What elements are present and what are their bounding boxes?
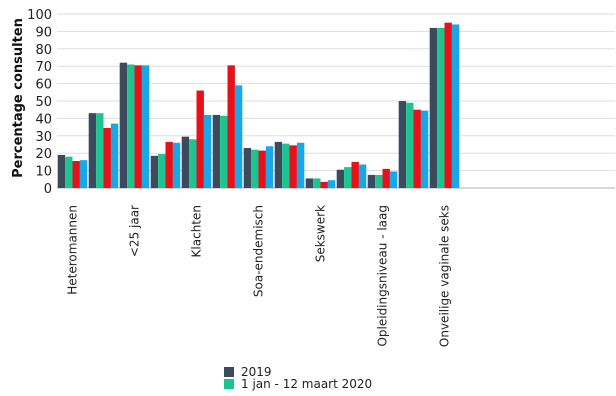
bar-s2-g7 — [289, 145, 297, 188]
bar-s3-g11 — [420, 110, 429, 188]
bar-s3-g1 — [110, 123, 119, 188]
bar-s1-g12 — [437, 27, 445, 189]
bar-s1-g8 — [313, 178, 321, 188]
bar-s1-g6 — [251, 149, 259, 188]
y-tick-label: 50 — [35, 95, 52, 110]
bar-s2-g11 — [413, 109, 421, 188]
bar-s0-g3 — [150, 155, 159, 188]
bar-s2-g9 — [351, 161, 359, 188]
bar-s0-g6 — [243, 147, 252, 188]
bar-s3-g9 — [358, 164, 367, 188]
gridlines — [57, 13, 615, 189]
bar-s0-g10 — [367, 174, 376, 188]
bar-s3-g12 — [451, 24, 460, 188]
legend-swatch-2019 — [224, 367, 234, 377]
y-tick-label: 20 — [35, 147, 52, 162]
bar-s0-g0 — [57, 154, 66, 188]
bar-s0-g9 — [336, 169, 345, 188]
bar-s2-g8 — [320, 181, 328, 188]
bar-s3-g4 — [203, 114, 212, 188]
legend-swatch-2020 — [224, 379, 234, 389]
y-tick-label: 10 — [35, 165, 52, 180]
y-axis-label: Percentage consulten — [11, 18, 26, 178]
bar-s3-g6 — [265, 146, 274, 188]
bar-s1-g5 — [220, 115, 228, 188]
y-tick-label: 100 — [27, 8, 52, 23]
y-tick-label: 30 — [35, 130, 52, 145]
bar-s0-g4 — [181, 136, 190, 188]
x-category-label: Sekswerk — [314, 205, 328, 262]
bar-s3-g0 — [79, 160, 88, 188]
bar-s1-g1 — [96, 113, 104, 188]
x-axis-labels: Heteromannen <25 jaar Klachten Soa-endemisc… — [66, 205, 452, 347]
bar-s2-g1 — [103, 127, 111, 188]
bar-s0-g8 — [305, 178, 314, 188]
legend-label-2020: 1 jan - 12 maart 2020 — [241, 377, 373, 391]
y-tick-label: 40 — [35, 112, 52, 127]
bar-s0-g7 — [274, 141, 283, 188]
x-category-label: Soa-endemisch — [252, 205, 266, 297]
y-tick-label: 0 — [44, 182, 52, 197]
x-category-label: Onveilige vaginale seks — [438, 205, 452, 347]
bar-s1-g0 — [65, 156, 73, 188]
bar-s1-g3 — [158, 154, 166, 188]
bar-s2-g6 — [258, 150, 266, 188]
bar-s0-g5 — [212, 114, 221, 188]
bar-s2-g10 — [382, 168, 390, 188]
bar-s1-g2 — [127, 64, 135, 188]
bar-s0-g12 — [429, 27, 438, 189]
bars — [57, 22, 460, 189]
bar-s2-g2 — [134, 65, 142, 188]
bar-s1-g7 — [282, 143, 290, 188]
y-tick-label: 80 — [35, 43, 52, 58]
y-tick-label: 70 — [35, 60, 52, 75]
bar-s1-g10 — [375, 174, 383, 188]
bar-s1-g9 — [344, 167, 352, 188]
legend-label-2019: 2019 — [241, 365, 272, 379]
bar-s0-g1 — [88, 113, 97, 188]
bar-s3-g2 — [141, 65, 150, 188]
bar-s2-g0 — [72, 161, 80, 188]
bar-s3-g8 — [327, 180, 336, 188]
y-tick-label: 60 — [35, 78, 52, 93]
y-axis: 0 10 20 30 40 50 60 70 80 90 100 — [27, 8, 52, 197]
bar-s3-g3 — [172, 142, 181, 188]
bar-s2-g3 — [165, 141, 173, 188]
x-category-label: <25 jaar — [128, 205, 142, 257]
bar-s1-g11 — [406, 102, 414, 188]
bar-s0-g2 — [119, 62, 128, 188]
bar-s2-g4 — [196, 90, 204, 188]
y-tick-label: 90 — [35, 25, 52, 40]
bar-s3-g10 — [389, 171, 398, 188]
bar-s2-g5 — [227, 65, 235, 188]
x-category-label: Klachten — [190, 205, 204, 257]
bar-s1-g4 — [189, 139, 197, 188]
bar-s3-g7 — [296, 142, 305, 188]
bar-s3-g5 — [234, 85, 243, 188]
bar-s2-g12 — [444, 22, 452, 189]
x-category-label: Heteromannen — [66, 205, 80, 295]
x-category-label: Opleidingsniveau - laag — [376, 205, 390, 347]
bar-s0-g11 — [398, 101, 407, 188]
